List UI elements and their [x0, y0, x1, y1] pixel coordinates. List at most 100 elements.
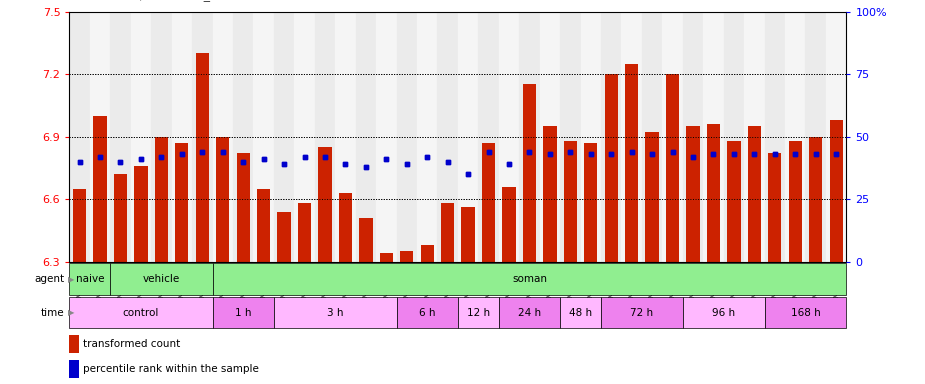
Bar [458, 12, 478, 262]
Point [379, 156, 394, 162]
Bar [744, 12, 765, 262]
Bar [397, 12, 417, 262]
Text: 168 h: 168 h [791, 308, 820, 318]
Point [440, 159, 455, 165]
Bar [499, 297, 561, 328]
Bar [666, 74, 679, 262]
Point [175, 151, 190, 157]
Text: 48 h: 48 h [569, 308, 592, 318]
Bar [727, 141, 741, 262]
Bar [110, 12, 130, 262]
Bar [482, 143, 495, 262]
Bar [683, 297, 765, 328]
Bar [93, 116, 106, 262]
Point [317, 154, 332, 160]
Bar [151, 12, 172, 262]
Bar [318, 147, 331, 262]
Bar [723, 12, 744, 262]
Bar [298, 203, 311, 262]
Bar [622, 12, 642, 262]
Bar [543, 126, 557, 262]
Bar [69, 335, 79, 353]
Point [563, 149, 578, 155]
Point [92, 154, 107, 160]
Bar [441, 203, 454, 262]
Point [113, 159, 128, 165]
Bar [523, 84, 536, 262]
Text: transformed count: transformed count [83, 339, 180, 349]
Bar [233, 12, 253, 262]
Bar [175, 143, 189, 262]
Point [604, 151, 619, 157]
Point [236, 159, 251, 165]
Text: 3 h: 3 h [327, 308, 343, 318]
Bar [69, 263, 110, 295]
Text: vehicle: vehicle [142, 274, 180, 284]
Bar [175, 143, 189, 262]
Bar [401, 251, 413, 262]
Bar [397, 297, 458, 328]
Point [236, 159, 251, 165]
Bar [830, 120, 843, 262]
Text: percentile rank within the sample: percentile rank within the sample [83, 364, 259, 374]
Bar [154, 136, 168, 262]
Bar [237, 153, 250, 262]
Point [297, 154, 312, 160]
Point [359, 164, 374, 170]
Point [563, 149, 578, 155]
Bar [417, 12, 438, 262]
Bar [683, 12, 703, 262]
Bar [806, 12, 826, 262]
Bar [809, 136, 822, 262]
Point [297, 154, 312, 160]
Text: 96 h: 96 h [712, 308, 735, 318]
Bar [768, 153, 782, 262]
Bar [686, 126, 699, 262]
Bar [69, 360, 79, 378]
Point [685, 154, 700, 160]
Point [542, 151, 557, 157]
Bar [563, 141, 577, 262]
Bar [703, 12, 723, 262]
Point [645, 151, 660, 157]
Text: GDS4940 / 1382783_at: GDS4940 / 1382783_at [77, 0, 223, 2]
Point [584, 151, 598, 157]
Point [216, 149, 230, 155]
Bar [478, 12, 499, 262]
Bar [134, 166, 148, 262]
Bar [213, 12, 233, 262]
Point [420, 154, 435, 160]
Bar [253, 12, 274, 262]
Bar [747, 126, 761, 262]
Bar [601, 12, 622, 262]
Bar [499, 12, 519, 262]
Point [542, 151, 557, 157]
Point [256, 156, 271, 162]
Bar [543, 126, 557, 262]
Point [461, 171, 475, 177]
Bar [73, 189, 86, 262]
Bar [747, 126, 761, 262]
Bar [421, 245, 434, 262]
Point [400, 161, 414, 167]
Bar [519, 12, 539, 262]
Bar [130, 12, 151, 262]
Bar [237, 153, 250, 262]
Bar [134, 166, 148, 262]
Bar [830, 120, 843, 262]
Bar [502, 187, 515, 262]
Point [154, 154, 168, 160]
Bar [335, 12, 355, 262]
Bar [421, 245, 434, 262]
Point [338, 161, 352, 167]
Bar [379, 253, 393, 262]
Point [768, 151, 783, 157]
Point [420, 154, 435, 160]
Bar [625, 64, 638, 262]
Point [461, 171, 475, 177]
Point [72, 159, 87, 165]
Text: 1 h: 1 h [235, 308, 252, 318]
Bar [585, 143, 598, 262]
Point [624, 149, 639, 155]
Point [501, 161, 516, 167]
